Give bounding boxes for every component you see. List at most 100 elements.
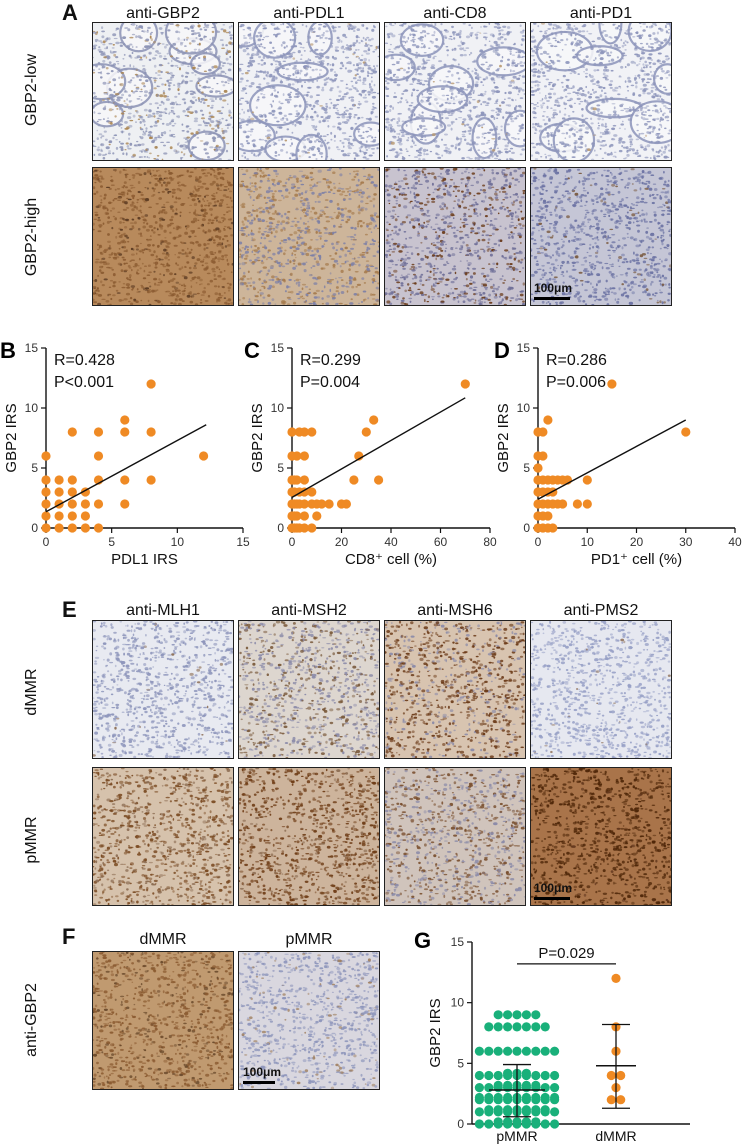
cell-nucleus — [249, 134, 252, 136]
cell-nucleus — [113, 37, 118, 40]
cell-nucleus — [365, 158, 370, 160]
cell-nucleus — [271, 110, 275, 112]
cell-nucleus — [214, 130, 218, 132]
cell-nucleus — [192, 57, 196, 60]
cell-nucleus — [184, 45, 187, 47]
cell-nucleus — [321, 33, 325, 37]
cell-nucleus — [101, 26, 104, 29]
cell-nucleus — [212, 36, 215, 39]
cell-nucleus — [305, 115, 309, 119]
cell-nucleus — [480, 63, 485, 66]
cell-nucleus — [168, 113, 170, 115]
cell-nucleus — [469, 109, 472, 113]
cell-nucleus — [108, 108, 113, 112]
cell-nucleus — [214, 146, 217, 149]
cell-nucleus — [209, 98, 214, 100]
cell-nucleus — [109, 120, 113, 123]
cell-nucleus — [245, 85, 248, 87]
cell-nucleus — [347, 23, 351, 25]
cell-nucleus — [185, 50, 188, 53]
cell-nucleus — [167, 29, 171, 32]
cell-nucleus — [133, 84, 137, 87]
cell-nucleus — [161, 158, 164, 160]
cell-nucleus — [316, 76, 320, 80]
cell-nucleus — [345, 83, 348, 86]
cell-nucleus — [281, 67, 285, 70]
cell-nucleus — [416, 95, 419, 97]
cell-nucleus — [169, 23, 173, 25]
cell-nucleus — [249, 56, 254, 60]
cell-nucleus — [239, 67, 242, 70]
cell-nucleus — [138, 25, 142, 29]
cell-nucleus — [180, 151, 183, 154]
cell-nucleus — [100, 52, 105, 56]
cell-nucleus — [114, 134, 117, 136]
cell-nucleus — [326, 155, 329, 158]
cell-nucleus — [291, 131, 294, 134]
column-label-a-4: anti-PD1 — [569, 5, 633, 22]
cell-nucleus — [221, 43, 225, 47]
cell-nucleus — [269, 73, 273, 77]
cell-nucleus — [158, 104, 162, 106]
cell-nucleus — [407, 137, 410, 139]
cell-nucleus — [188, 56, 192, 59]
cell-nucleus — [420, 132, 425, 135]
cell-nucleus — [449, 67, 454, 70]
cell-nucleus — [93, 140, 96, 143]
cell-nucleus — [445, 94, 450, 96]
cell-nucleus — [118, 76, 120, 80]
cell-nucleus — [113, 102, 118, 106]
cell-nucleus — [108, 121, 113, 125]
cell-nucleus — [338, 113, 342, 116]
cell-nucleus — [181, 74, 184, 78]
cell-nucleus — [227, 82, 230, 84]
cell-nucleus — [343, 48, 346, 50]
cell-nucleus — [228, 111, 232, 114]
cell-nucleus — [419, 79, 423, 82]
cell-nucleus — [197, 124, 202, 126]
cell-nucleus — [188, 62, 191, 65]
cell-nucleus — [514, 64, 519, 67]
cell-nucleus — [272, 141, 275, 143]
cell-nucleus — [365, 140, 368, 143]
cell-nucleus — [331, 79, 335, 83]
cell-nucleus — [435, 135, 439, 138]
cell-nucleus — [148, 131, 153, 134]
cell-nucleus — [274, 60, 279, 63]
cell-nucleus — [352, 42, 357, 44]
cell-nucleus — [440, 30, 443, 34]
cell-nucleus — [329, 88, 333, 92]
cell-nucleus — [462, 118, 467, 121]
cell-nucleus — [258, 45, 261, 47]
cell-nucleus — [104, 105, 107, 108]
cell-nucleus — [303, 134, 306, 137]
cell-nucleus — [140, 88, 143, 91]
cell-nucleus — [170, 106, 175, 109]
cell-nucleus — [204, 152, 209, 155]
cell-nucleus — [305, 103, 309, 106]
cell-nucleus — [173, 84, 176, 86]
cell-nucleus — [297, 112, 300, 115]
cell-nucleus — [169, 55, 174, 58]
cell-nucleus — [219, 97, 223, 101]
cell-nucleus — [356, 73, 359, 76]
cell-nucleus — [371, 108, 375, 111]
cell-nucleus — [102, 154, 106, 156]
cell-nucleus — [204, 132, 208, 135]
cell-nucleus — [213, 76, 216, 80]
cell-nucleus — [320, 116, 324, 118]
cell-nucleus — [259, 34, 263, 38]
cell-nucleus — [377, 55, 379, 58]
cell-nucleus — [330, 44, 333, 48]
cell-nucleus — [519, 24, 522, 27]
cell-nucleus — [451, 73, 454, 77]
cell-nucleus — [219, 39, 224, 41]
cell-nucleus — [186, 72, 190, 75]
cell-nucleus — [256, 89, 261, 92]
cell-nucleus — [108, 150, 112, 152]
cell-nucleus — [139, 115, 143, 119]
cell-nucleus — [340, 97, 345, 101]
cell-nucleus — [422, 125, 426, 127]
cell-nucleus — [240, 97, 245, 100]
cell-nucleus — [183, 57, 187, 59]
